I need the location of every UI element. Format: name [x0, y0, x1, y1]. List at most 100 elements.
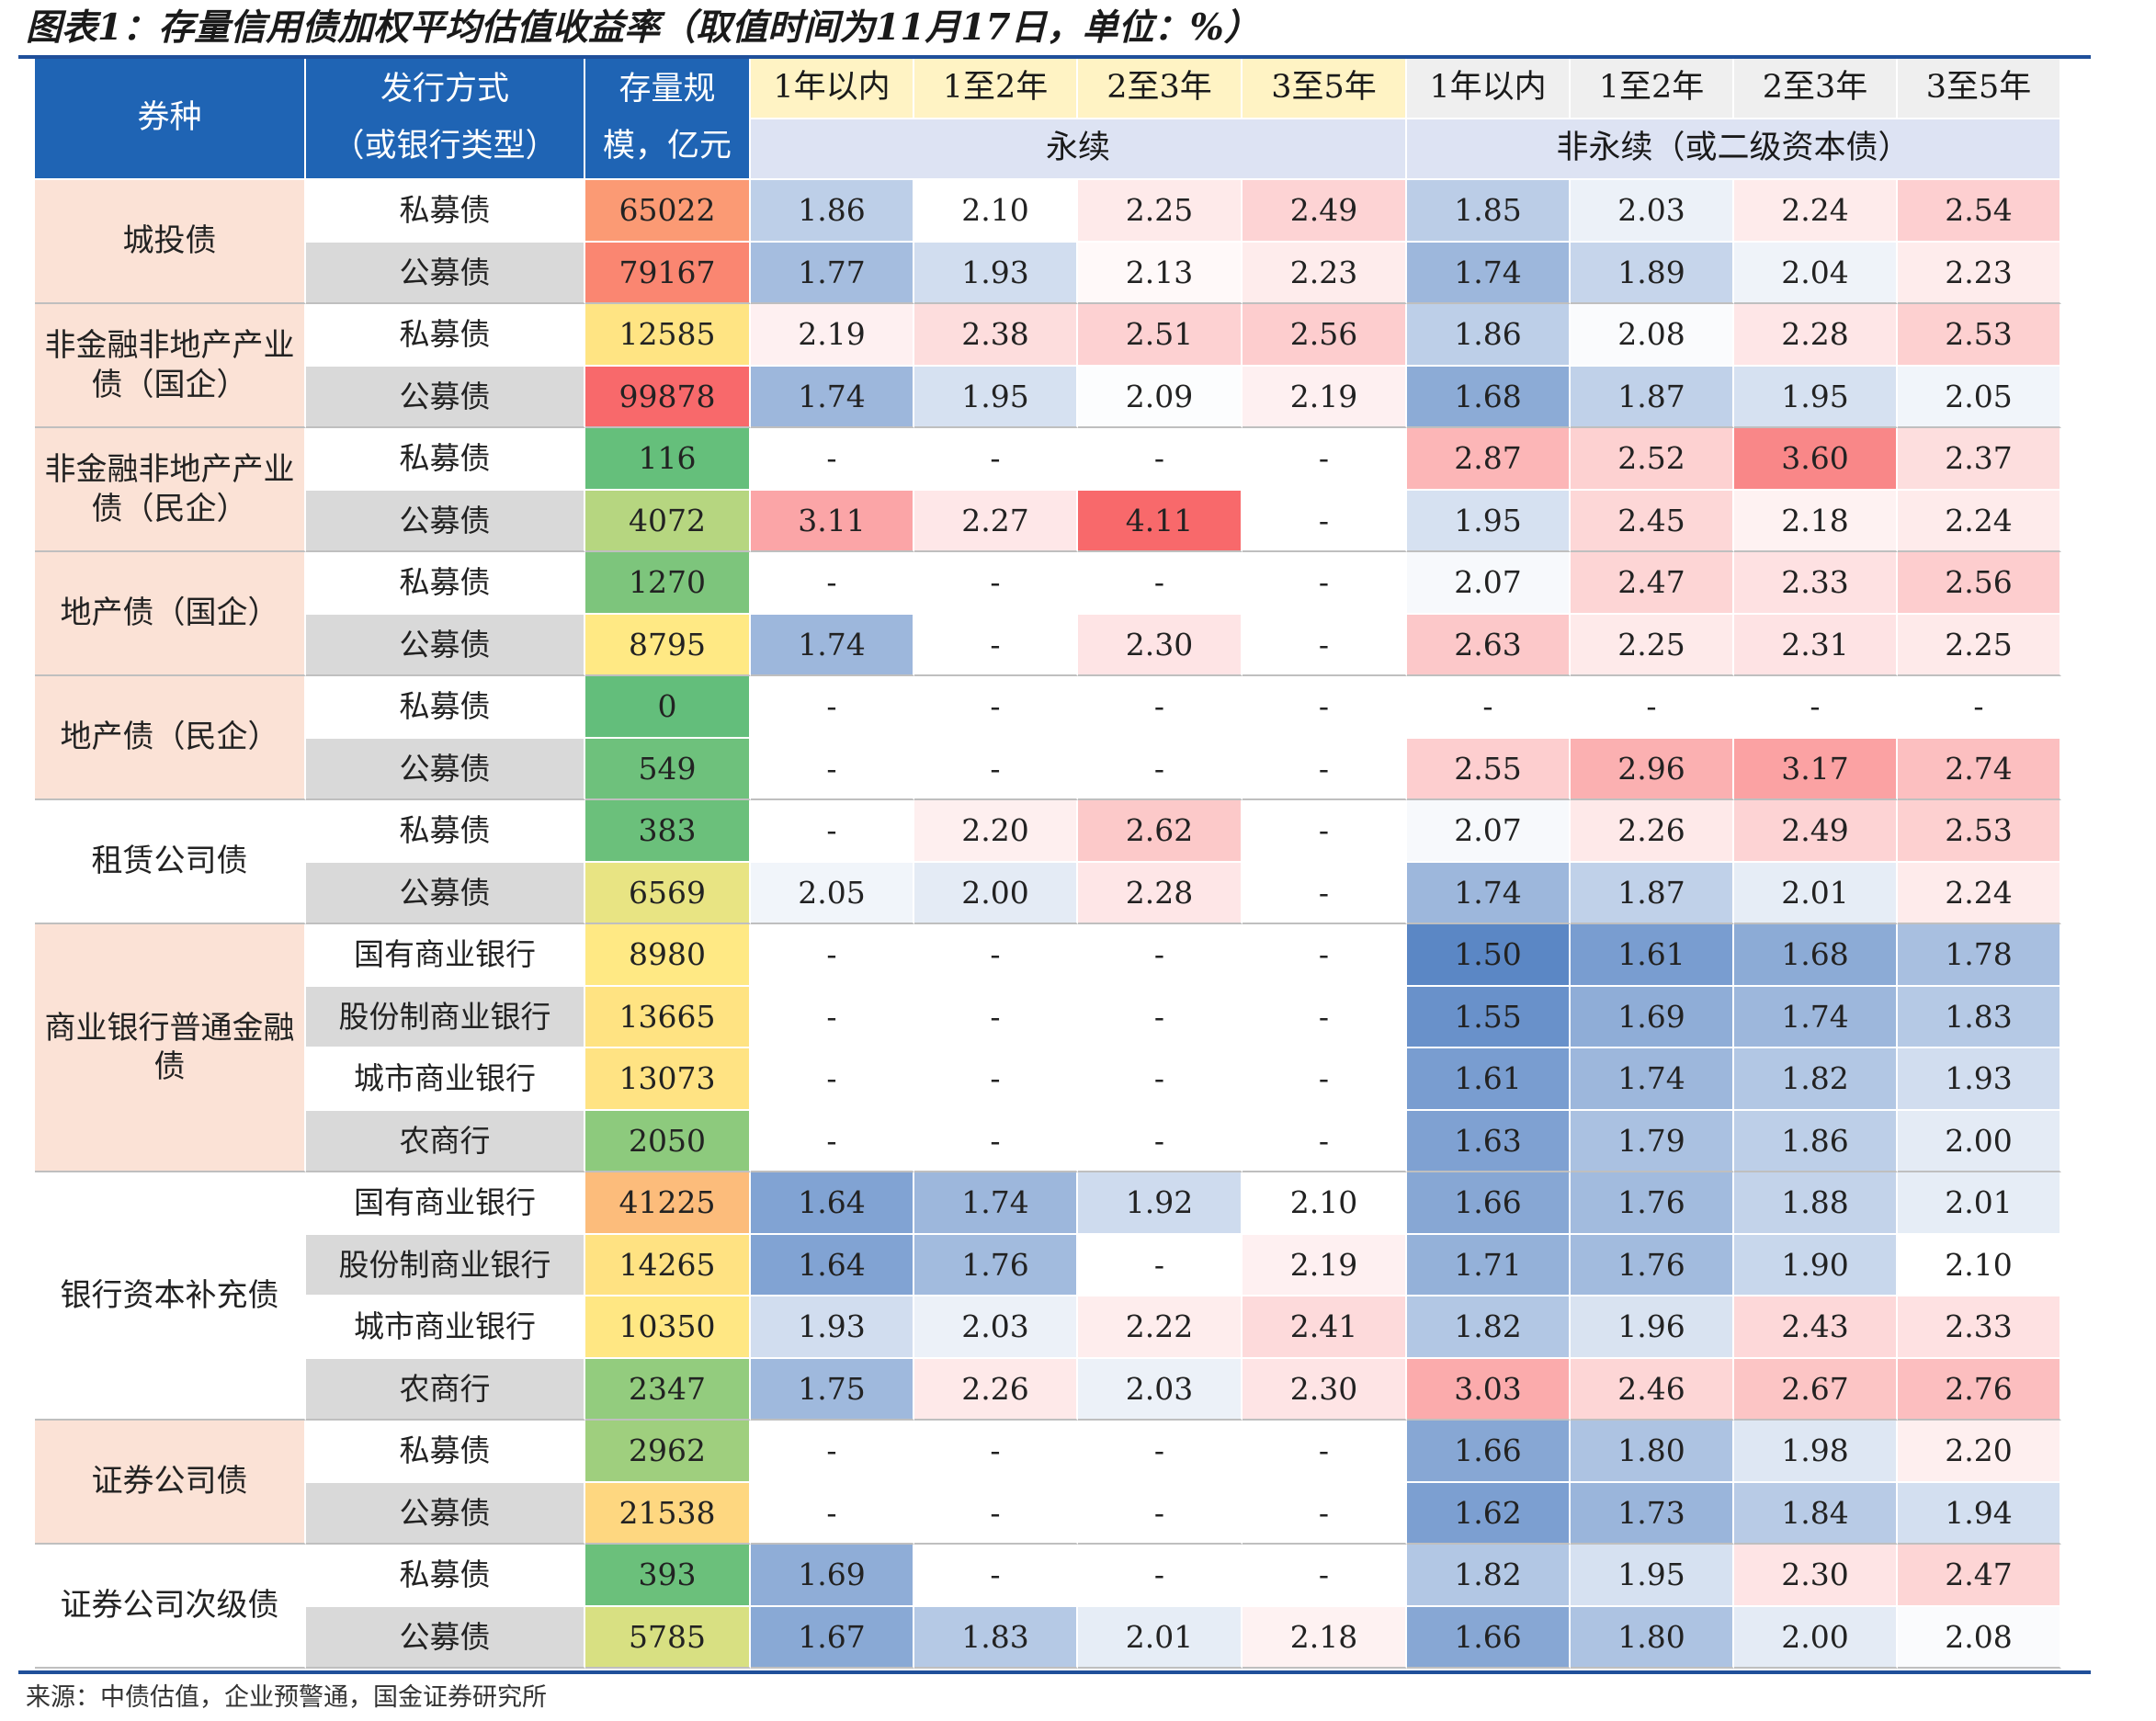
yield-cell-nonperpetual: 2.37 [1898, 428, 2061, 491]
header-term-nonperpetual: 3至5年 [1898, 59, 2061, 119]
yield-cell-perpetual: - [751, 800, 914, 863]
page-title: 图表1：存量信用债加权平均估值收益率（取值时间为11月17日，单位：%） [26, 6, 1260, 49]
yield-cell-perpetual: - [1078, 1110, 1243, 1172]
yield-cell-nonperpetual: 1.80 [1571, 1421, 1734, 1483]
header-issue-method-line: 发行方式 [380, 71, 509, 108]
yield-cell-nonperpetual: 1.68 [1734, 924, 1898, 987]
yield-cell-perpetual: 2.28 [1078, 862, 1243, 924]
category-cell: 非金融非地产产业债（国企） [35, 304, 306, 428]
yield-cell-perpetual: 2.19 [1243, 1234, 1407, 1296]
scale-cell: 1270 [585, 552, 751, 615]
yield-cell-nonperpetual: 2.31 [1734, 614, 1898, 676]
yield-cell-nonperpetual: 2.25 [1898, 614, 2061, 676]
yield-cell-nonperpetual: 1.87 [1571, 862, 1734, 924]
yield-cell-perpetual: 1.75 [751, 1358, 914, 1421]
yield-cell-nonperpetual: 2.47 [1571, 552, 1734, 615]
yield-cell-nonperpetual: 1.78 [1898, 924, 2061, 987]
yield-cell-nonperpetual: 1.84 [1734, 1482, 1898, 1545]
yield-cell-perpetual: 2.26 [914, 1358, 1078, 1421]
scale-cell: 79167 [585, 242, 751, 304]
yield-cell-perpetual: 2.22 [1078, 1296, 1243, 1359]
yield-cell-nonperpetual: 1.86 [1407, 304, 1571, 367]
yield-cell-perpetual: 1.93 [914, 242, 1078, 304]
yield-cell-perpetual: - [914, 1482, 1078, 1545]
yield-cell-nonperpetual: 2.63 [1407, 614, 1571, 676]
yield-cell-nonperpetual: 1.98 [1734, 1421, 1898, 1483]
yield-cell-perpetual: 2.03 [1078, 1358, 1243, 1421]
yield-cell-perpetual: 2.41 [1243, 1296, 1407, 1359]
header-term-nonperpetual: 1至2年 [1571, 59, 1734, 119]
scale-cell: 14265 [585, 1234, 751, 1296]
yield-cell-nonperpetual: 1.74 [1407, 242, 1571, 304]
header-scale: 存量规 模，亿元 [585, 59, 751, 180]
yield-cell-perpetual: 1.83 [914, 1606, 1078, 1669]
yield-cell-perpetual: 2.62 [1078, 800, 1243, 863]
yield-cell-nonperpetual: 2.18 [1734, 490, 1898, 552]
yield-cell-perpetual: 2.13 [1078, 242, 1243, 304]
yield-cell-perpetual: 2.25 [1078, 180, 1243, 243]
category-cell: 银行资本补充债 [35, 1172, 306, 1421]
yield-cell-perpetual: - [914, 986, 1078, 1048]
header-term-perpetual: 2至3年 [1078, 59, 1243, 119]
yield-cell-perpetual: 4.11 [1078, 490, 1243, 552]
yield-cell-perpetual: 2.27 [914, 490, 1078, 552]
yield-cell-nonperpetual: 2.76 [1898, 1358, 2061, 1421]
scale-cell: 549 [585, 738, 751, 800]
yield-cell-nonperpetual: 2.43 [1734, 1296, 1898, 1359]
yield-cell-perpetual: - [1243, 986, 1407, 1048]
yield-cell-nonperpetual: 1.96 [1571, 1296, 1734, 1359]
yield-cell-perpetual: - [914, 1110, 1078, 1172]
yield-cell-nonperpetual: 2.53 [1898, 304, 2061, 367]
yield-cell-perpetual: - [751, 428, 914, 491]
yield-cell-nonperpetual: 2.01 [1898, 1172, 2061, 1235]
scale-cell: 4072 [585, 490, 751, 552]
category-cell: 地产债（民企） [35, 676, 306, 800]
yield-cell-perpetual: - [1078, 1482, 1243, 1545]
yield-cell-perpetual: - [1078, 1421, 1243, 1483]
yield-cell-perpetual: - [914, 924, 1078, 987]
yield-cell-perpetual: - [914, 614, 1078, 676]
issue-method-cell: 公募债 [306, 242, 585, 304]
yield-cell-nonperpetual: 3.60 [1734, 428, 1898, 491]
yield-cell-nonperpetual: 3.03 [1407, 1358, 1571, 1421]
yield-cell-perpetual: 1.67 [751, 1606, 914, 1669]
scale-cell: 6569 [585, 862, 751, 924]
yield-cell-nonperpetual: 2.25 [1571, 614, 1734, 676]
issue-method-cell: 私募债 [306, 180, 585, 243]
issue-method-cell: 私募债 [306, 1545, 585, 1607]
yield-cell-perpetual: - [751, 986, 914, 1048]
yield-cell-nonperpetual: 1.95 [1734, 366, 1898, 428]
scale-cell: 2347 [585, 1358, 751, 1421]
yield-cell-nonperpetual: - [1571, 676, 1734, 739]
yield-cell-perpetual: 1.64 [751, 1234, 914, 1296]
issue-method-cell: 公募债 [306, 738, 585, 800]
yield-cell-nonperpetual: 1.50 [1407, 924, 1571, 987]
yield-cell-perpetual: 3.11 [751, 490, 914, 552]
yield-cell-perpetual: - [751, 552, 914, 615]
header-issue-method-line: （或银行类型） [332, 128, 558, 164]
yield-cell-perpetual: - [751, 1048, 914, 1111]
yield-cell-nonperpetual: 2.30 [1734, 1545, 1898, 1607]
yield-cell-perpetual: 2.05 [751, 862, 914, 924]
top-rule [18, 55, 2091, 59]
header-term-nonperpetual: 2至3年 [1734, 59, 1898, 119]
yield-cell-nonperpetual: 2.04 [1734, 242, 1898, 304]
issue-method-cell: 私募债 [306, 552, 585, 615]
issue-method-cell: 城市商业银行 [306, 1048, 585, 1111]
yield-cell-nonperpetual: 1.71 [1407, 1234, 1571, 1296]
yield-cell-nonperpetual: 2.05 [1898, 366, 2061, 428]
yield-cell-perpetual: 2.38 [914, 304, 1078, 367]
yield-cell-perpetual: - [914, 1048, 1078, 1111]
yield-cell-perpetual: - [1078, 986, 1243, 1048]
yield-cell-nonperpetual: 1.62 [1407, 1482, 1571, 1545]
yield-cell-perpetual: - [1078, 676, 1243, 739]
yield-cell-nonperpetual: 1.74 [1407, 862, 1571, 924]
yield-cell-nonperpetual: 1.95 [1571, 1545, 1734, 1607]
yield-cell-nonperpetual: 2.33 [1898, 1296, 2061, 1359]
scale-cell: 2962 [585, 1421, 751, 1483]
yield-cell-nonperpetual: 1.85 [1407, 180, 1571, 243]
yield-cell-nonperpetual: 2.56 [1898, 552, 2061, 615]
yield-cell-nonperpetual: 2.52 [1571, 428, 1734, 491]
category-cell: 非金融非地产产业债（民企） [35, 428, 306, 552]
